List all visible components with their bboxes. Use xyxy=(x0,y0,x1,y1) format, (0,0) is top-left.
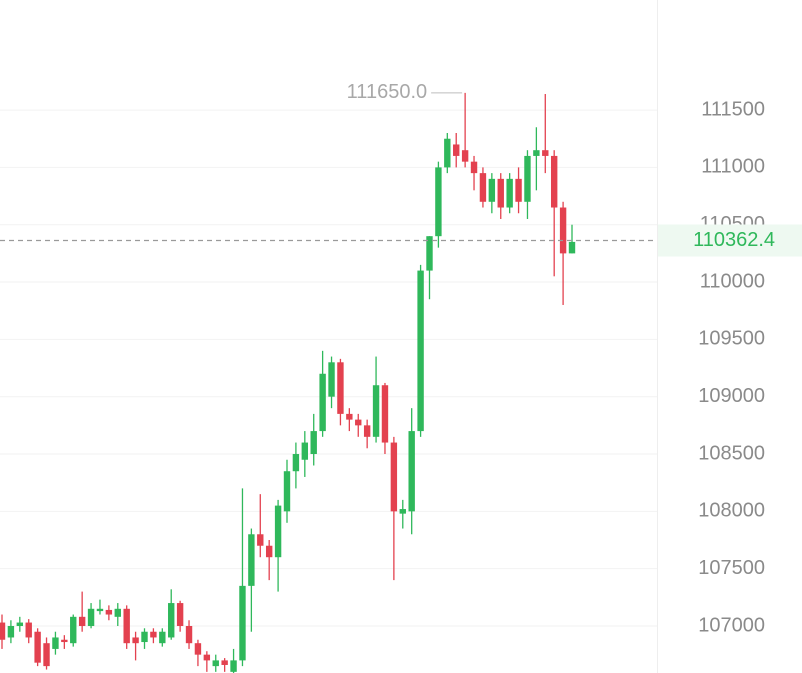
candle-body xyxy=(265,545,273,558)
last-price-label: 110362.4 xyxy=(693,229,775,251)
candle-body xyxy=(381,385,389,443)
candle-body xyxy=(159,631,166,644)
candle-body xyxy=(43,643,50,667)
candle-body xyxy=(221,660,228,665)
candle-body xyxy=(533,150,540,156)
candle-body xyxy=(363,425,371,437)
candle-body xyxy=(408,431,415,512)
candle-body xyxy=(70,616,77,644)
candle-body xyxy=(470,161,478,174)
candle-body xyxy=(87,608,95,626)
candle-body xyxy=(453,144,460,156)
candle-body xyxy=(168,603,175,638)
candle-body xyxy=(550,155,558,208)
candle-body xyxy=(150,631,157,638)
candle-body xyxy=(497,178,504,208)
candle-body xyxy=(230,660,237,672)
candle-body xyxy=(390,442,398,512)
candle-body xyxy=(248,534,255,586)
candle-body xyxy=(239,585,246,661)
candle-body xyxy=(176,603,184,626)
candle-body xyxy=(105,609,113,615)
candle-body xyxy=(0,622,6,640)
candle-body xyxy=(515,178,522,202)
last-price-badge xyxy=(658,224,802,257)
candle-body xyxy=(568,241,576,254)
candle-body xyxy=(194,643,202,655)
candle-body xyxy=(399,509,406,514)
candle-body xyxy=(114,608,121,617)
y-tick-label: 109500 xyxy=(698,328,765,350)
y-tick-label: 110000 xyxy=(700,270,765,292)
candle-body xyxy=(301,442,309,460)
candle-body xyxy=(461,150,469,162)
candle-body xyxy=(283,471,291,512)
candle-body xyxy=(319,373,326,432)
candle-body xyxy=(524,155,531,202)
candle-body xyxy=(25,622,32,638)
candle-body xyxy=(78,616,86,626)
candle-body xyxy=(337,362,344,414)
y-tick-label: 107000 xyxy=(698,614,765,636)
candle-body xyxy=(328,362,335,397)
candle-body xyxy=(417,270,424,432)
candle-body xyxy=(310,431,317,455)
candle-body xyxy=(292,454,300,472)
candle-body xyxy=(34,631,41,663)
candle-body xyxy=(61,639,68,643)
candle-body xyxy=(426,236,433,271)
y-tick-label: 111000 xyxy=(701,156,765,178)
candle-body xyxy=(435,167,442,237)
candle-body xyxy=(274,505,282,558)
candle-body xyxy=(203,654,211,661)
candle-body xyxy=(123,608,130,644)
candle-body xyxy=(559,207,567,254)
y-tick-label: 107500 xyxy=(698,557,765,579)
candle-body xyxy=(96,608,104,612)
candle-body xyxy=(479,173,487,202)
candle-body xyxy=(7,625,15,638)
y-tick-label: 111500 xyxy=(701,98,765,120)
y-tick-label: 109000 xyxy=(698,385,765,407)
candle-body xyxy=(141,631,148,643)
candle-body xyxy=(506,178,513,208)
candle-body xyxy=(16,622,24,626)
candle-body xyxy=(542,150,549,156)
candle-body xyxy=(372,385,380,437)
candle-body xyxy=(212,660,219,667)
candle-body xyxy=(132,637,139,644)
candle-body xyxy=(185,625,193,644)
y-tick-label: 108000 xyxy=(698,500,765,522)
candle-body xyxy=(444,138,451,168)
candle-body xyxy=(257,534,264,546)
candle-body xyxy=(52,637,59,649)
candle-body xyxy=(355,419,362,426)
y-tick-label: 108500 xyxy=(698,442,765,464)
max-marker-label: 111650.0 xyxy=(347,81,427,103)
candle-body xyxy=(488,178,496,202)
candle-body xyxy=(346,413,353,420)
